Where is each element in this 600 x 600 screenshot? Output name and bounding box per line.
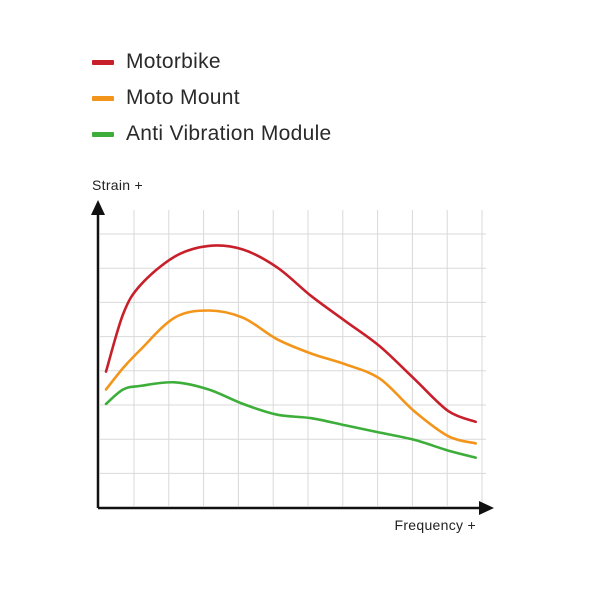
legend: Motorbike Moto Mount Anti Vibration Modu… xyxy=(92,44,332,152)
series-line-moto-mount xyxy=(104,309,477,445)
grid xyxy=(100,210,486,506)
series-line-anti-vibration-module xyxy=(104,380,477,459)
y-axis-arrow xyxy=(91,200,105,215)
legend-label-moto-mount: Moto Mount xyxy=(126,86,240,109)
legend-label-anti-vibration-module: Anti Vibration Module xyxy=(126,122,332,145)
legend-item-motorbike: Motorbike xyxy=(92,44,332,80)
series-line-motorbike xyxy=(104,244,477,424)
series-layer xyxy=(104,244,477,459)
legend-item-anti-vibration-module: Anti Vibration Module xyxy=(92,116,332,152)
legend-item-moto-mount: Moto Mount xyxy=(92,80,332,116)
legend-label-motorbike: Motorbike xyxy=(126,50,221,73)
legend-swatch-motorbike xyxy=(92,59,114,65)
x-axis-arrow xyxy=(479,501,494,515)
y-axis-label: Strain + xyxy=(92,177,143,193)
axes xyxy=(91,200,494,515)
x-axis-label: Frequency + xyxy=(394,517,476,533)
legend-swatch-moto-mount xyxy=(92,95,114,101)
legend-swatch-anti-vibration-module xyxy=(92,131,114,137)
